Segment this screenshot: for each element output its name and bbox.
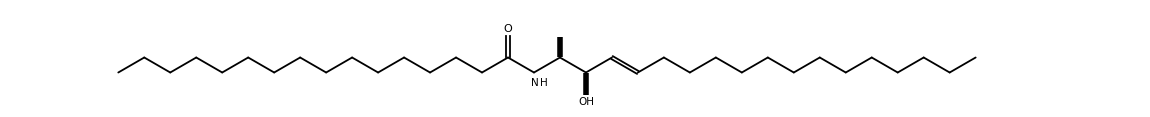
Text: N: N [531, 78, 539, 88]
Text: O: O [504, 24, 513, 34]
Text: H: H [540, 78, 547, 88]
Text: OH: OH [578, 97, 593, 107]
